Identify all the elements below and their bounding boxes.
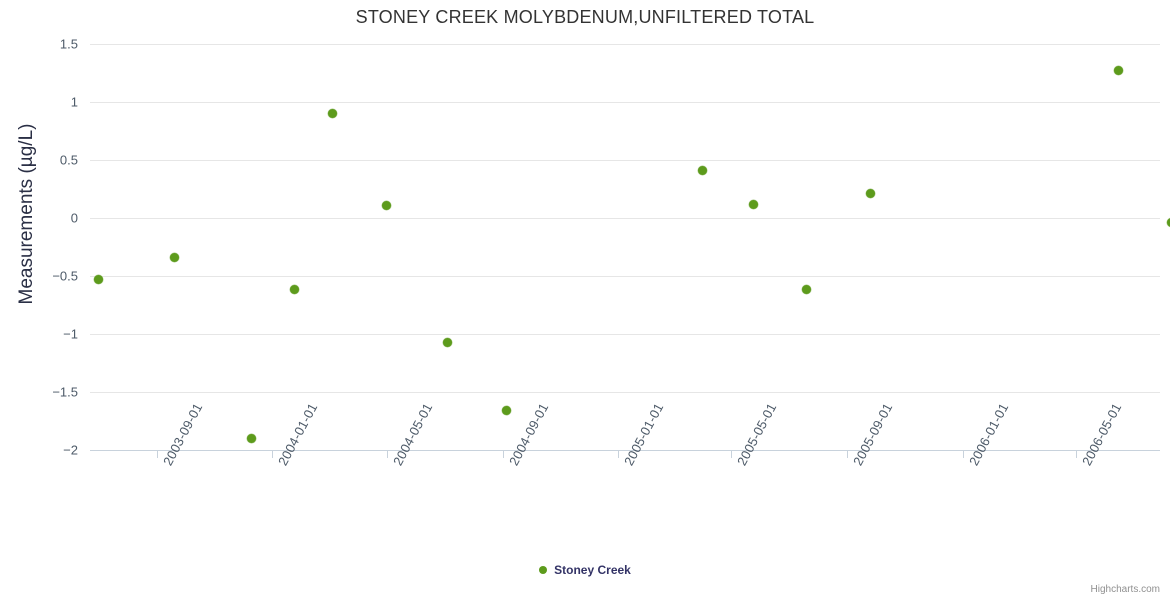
legend-item-label: Stoney Creek bbox=[554, 563, 631, 577]
scatter-point[interactable] bbox=[328, 109, 338, 119]
chart-title: STONEY CREEK MOLYBDENUM,UNFILTERED TOTAL bbox=[355, 7, 815, 27]
chart-legend: Stoney Creek bbox=[0, 563, 1170, 577]
scatter-point[interactable] bbox=[382, 200, 392, 210]
y-axis-tick-label: 0 bbox=[70, 210, 78, 226]
scatter-point[interactable] bbox=[698, 165, 708, 175]
x-axis-tick bbox=[962, 451, 964, 458]
scatter-point[interactable] bbox=[865, 189, 875, 199]
y-axis-title: Measurements (µg/L) bbox=[16, 123, 37, 305]
scatter-point[interactable] bbox=[246, 433, 256, 443]
x-axis-tick bbox=[157, 451, 159, 458]
legend-marker-icon bbox=[539, 566, 548, 574]
y-axis-tick-label: −0.5 bbox=[52, 268, 78, 284]
legend-item-stoney-creek[interactable]: Stoney Creek bbox=[539, 563, 631, 577]
scatter-point[interactable] bbox=[749, 199, 759, 209]
y-axis-tick-label: 1 bbox=[70, 94, 78, 110]
y-axis-tick-label: 1.5 bbox=[59, 36, 78, 52]
y-axis-tick-label: −2 bbox=[63, 442, 78, 458]
scatter-point[interactable] bbox=[1166, 218, 1170, 228]
plot-area bbox=[90, 44, 1170, 450]
y-gridline bbox=[90, 44, 1160, 45]
scatter-point[interactable] bbox=[1113, 66, 1123, 76]
credits-link[interactable]: Highcharts.com bbox=[1090, 584, 1160, 595]
scatter-point[interactable] bbox=[93, 274, 103, 284]
y-axis-tick-label: −1 bbox=[63, 326, 78, 342]
scatter-point[interactable] bbox=[501, 406, 511, 416]
x-axis-tick bbox=[617, 451, 619, 458]
y-axis-tick-label: −1.5 bbox=[52, 384, 78, 400]
y-gridline bbox=[90, 218, 1160, 219]
x-axis-tick bbox=[386, 451, 388, 458]
x-axis-line bbox=[90, 450, 1160, 451]
y-gridline bbox=[90, 276, 1160, 277]
scatter-point[interactable] bbox=[290, 285, 300, 295]
y-gridline bbox=[90, 160, 1160, 161]
scatter-point[interactable] bbox=[443, 337, 453, 347]
x-axis-tick bbox=[847, 451, 849, 458]
y-gridline bbox=[90, 102, 1160, 103]
y-axis-tick-label: 0.5 bbox=[59, 152, 78, 168]
x-axis-tick bbox=[1075, 451, 1077, 458]
y-gridline bbox=[90, 334, 1160, 335]
x-axis-tick bbox=[272, 451, 274, 458]
scatter-point[interactable] bbox=[170, 252, 180, 262]
x-axis-tick bbox=[731, 451, 733, 458]
x-axis-tick bbox=[502, 451, 504, 458]
y-gridline bbox=[90, 392, 1160, 393]
scatter-point[interactable] bbox=[802, 285, 812, 295]
